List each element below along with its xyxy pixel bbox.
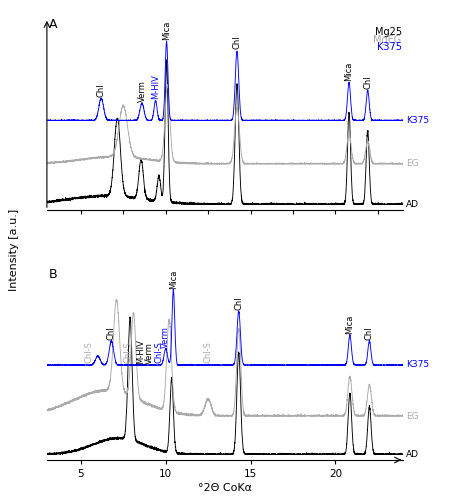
Text: Mg25: Mg25 bbox=[375, 26, 401, 36]
Text: Mica: Mica bbox=[345, 314, 355, 334]
Text: Chl: Chl bbox=[234, 296, 243, 310]
Text: Chl: Chl bbox=[97, 84, 106, 97]
Text: Mica: Mica bbox=[162, 20, 171, 40]
Text: K375: K375 bbox=[406, 116, 429, 125]
X-axis label: °2Θ CoKα: °2Θ CoKα bbox=[198, 483, 252, 493]
Text: Chl-S: Chl-S bbox=[154, 342, 163, 363]
Text: Verm: Verm bbox=[137, 80, 146, 102]
Text: Mica: Mica bbox=[345, 62, 354, 82]
Text: Chl-S: Chl-S bbox=[204, 342, 212, 363]
Text: M-HIV: M-HIV bbox=[151, 74, 160, 99]
Text: K375: K375 bbox=[406, 360, 429, 370]
Text: A: A bbox=[49, 18, 57, 31]
Text: Verm: Verm bbox=[145, 342, 154, 363]
Text: Chl: Chl bbox=[365, 326, 374, 340]
Text: K375: K375 bbox=[377, 42, 401, 52]
Text: Chl: Chl bbox=[363, 75, 372, 89]
Text: EG: EG bbox=[406, 412, 418, 420]
Text: Intensity [a.u.]: Intensity [a.u.] bbox=[9, 209, 19, 291]
Text: B: B bbox=[49, 268, 57, 280]
Text: MgEG: MgEG bbox=[373, 34, 401, 44]
Text: Chl: Chl bbox=[107, 326, 116, 340]
Text: Chl-S: Chl-S bbox=[124, 342, 133, 363]
Text: AD: AD bbox=[406, 450, 419, 458]
Text: AD: AD bbox=[406, 200, 419, 208]
Text: Mica: Mica bbox=[169, 270, 178, 289]
Text: M-HIV: M-HIV bbox=[136, 338, 145, 363]
Text: EG: EG bbox=[406, 158, 418, 168]
Text: Verm: Verm bbox=[161, 326, 170, 347]
Text: Chl-S: Chl-S bbox=[85, 342, 94, 363]
Text: Chl: Chl bbox=[233, 36, 242, 50]
